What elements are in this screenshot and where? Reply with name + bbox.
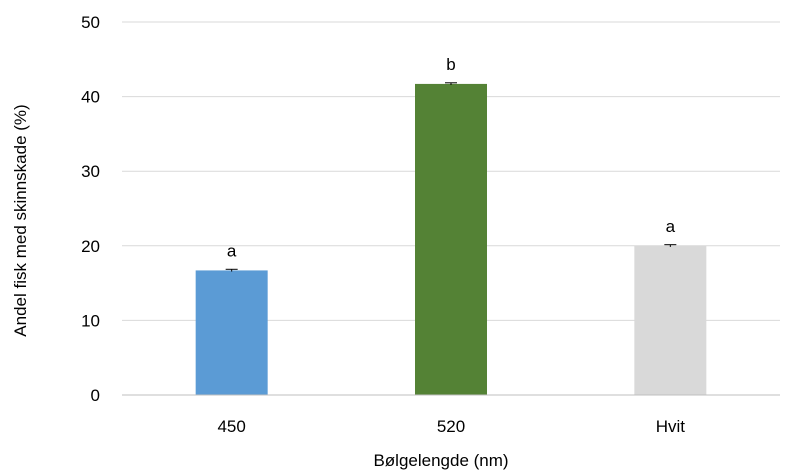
bar-520 [415, 83, 487, 395]
y-tick-labels: 0 10 20 30 40 50 [81, 13, 100, 405]
x-tick-labels: 450 520 Hvit [217, 417, 685, 436]
significance-label: a [666, 217, 676, 236]
y-tick-label: 10 [81, 311, 100, 330]
bar-Hvit [634, 245, 707, 395]
error-bar-520 [445, 82, 457, 86]
x-tick-label: Hvit [656, 417, 686, 436]
y-axis-title: Andel fisk med skinnskade (%) [11, 104, 30, 336]
y-tick-label: 30 [81, 162, 100, 181]
x-axis-title: Bølgelengde (nm) [373, 451, 508, 470]
error-bar-450 [225, 268, 238, 272]
significance-labels: a b a [227, 55, 676, 261]
y-tick-label: 0 [91, 386, 100, 405]
error-bar-Hvit [664, 244, 677, 247]
bar-450 [195, 270, 268, 395]
x-tick-label: 450 [217, 417, 245, 436]
significance-label: a [227, 241, 237, 260]
y-tick-label: 40 [81, 88, 100, 107]
x-tick-label: 520 [437, 417, 465, 436]
error-bars [225, 82, 677, 272]
y-tick-label: 50 [81, 13, 100, 32]
significance-label: b [446, 55, 455, 74]
y-tick-label: 20 [81, 237, 100, 256]
bars [195, 83, 707, 395]
